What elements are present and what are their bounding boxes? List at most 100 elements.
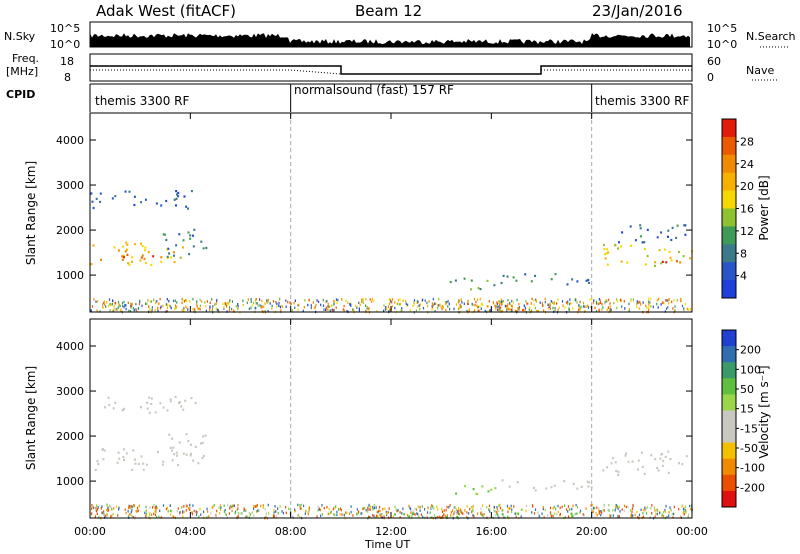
backscatter-pixel <box>665 504 667 508</box>
backscatter-pixel <box>386 512 388 515</box>
backscatter-pixel <box>268 512 270 515</box>
backscatter-pixel <box>637 301 639 305</box>
backscatter-pixel <box>308 298 310 302</box>
freq-label-1: Freq. <box>12 52 40 65</box>
backscatter-pixel <box>179 511 181 514</box>
backscatter-pixel <box>211 506 213 509</box>
backscatter-pixel <box>498 305 500 308</box>
backscatter-pixel <box>154 309 156 312</box>
backscatter-pixel <box>229 299 231 303</box>
backscatter-pixel <box>534 274 536 277</box>
backscatter-pixel <box>292 515 294 518</box>
backscatter-pixel <box>365 304 367 307</box>
backscatter-pixel <box>466 505 468 508</box>
backscatter-pixel <box>640 451 643 454</box>
backscatter-pixel <box>646 506 648 509</box>
backscatter-pixel <box>572 504 574 508</box>
backscatter-pixel <box>166 506 168 510</box>
backscatter-pixel <box>224 512 226 515</box>
backscatter-pixel <box>596 506 598 509</box>
backscatter-pixel <box>413 299 416 302</box>
backscatter-pixel <box>446 514 448 517</box>
backscatter-pixel <box>483 513 485 516</box>
backscatter-pixel <box>370 505 372 508</box>
backscatter-pixel <box>673 299 675 302</box>
backscatter-pixel <box>579 300 581 304</box>
backscatter-pixel <box>559 506 561 510</box>
backscatter-pixel <box>232 504 234 507</box>
backscatter-pixel <box>392 515 394 519</box>
backscatter-pixel <box>642 515 645 519</box>
backscatter-pixel <box>674 305 676 308</box>
backscatter-pixel <box>401 307 403 310</box>
backscatter-pixel <box>160 305 162 309</box>
backscatter-pixel <box>670 509 672 512</box>
backscatter-pixel <box>399 511 401 514</box>
backscatter-pixel <box>326 299 328 303</box>
backscatter-pixel <box>458 506 460 510</box>
backscatter-pixel <box>439 303 441 306</box>
power-data <box>90 190 693 314</box>
backscatter-pixel <box>178 441 181 444</box>
backscatter-pixel <box>396 509 398 513</box>
backscatter-pixel <box>294 508 296 511</box>
backscatter-pixel <box>145 512 147 515</box>
backscatter-pixel <box>320 303 322 307</box>
backscatter-pixel <box>235 305 237 308</box>
backscatter-pixel <box>339 507 342 510</box>
backscatter-pixel <box>346 310 348 313</box>
backscatter-pixel <box>462 512 464 515</box>
backscatter-pixel <box>204 434 207 437</box>
backscatter-pixel <box>667 306 669 309</box>
backscatter-pixel <box>682 255 685 258</box>
backscatter-pixel <box>365 310 367 313</box>
backscatter-pixel <box>435 302 437 305</box>
backscatter-pixel <box>614 244 617 247</box>
backscatter-pixel <box>161 463 164 466</box>
backscatter-pixel <box>192 459 195 462</box>
backscatter-pixel <box>620 260 623 263</box>
backscatter-pixel <box>138 302 140 306</box>
backscatter-pixel <box>584 310 586 313</box>
backscatter-pixel <box>616 300 618 303</box>
backscatter-pixel <box>191 511 193 514</box>
backscatter-pixel <box>609 308 611 311</box>
backscatter-pixel <box>303 504 305 508</box>
backscatter-pixel <box>106 515 108 519</box>
backscatter-pixel <box>682 508 685 511</box>
backscatter-pixel <box>389 308 391 311</box>
colorbar-segment <box>722 426 736 444</box>
backscatter-pixel <box>606 466 609 469</box>
backscatter-pixel <box>187 308 189 311</box>
backscatter-pixel <box>162 504 165 507</box>
backscatter-pixel <box>114 401 117 404</box>
backscatter-pixel <box>525 509 527 513</box>
backscatter-pixel <box>603 247 606 251</box>
backscatter-pixel <box>472 507 474 510</box>
backscatter-pixel <box>190 190 193 193</box>
cpid-segment-label: normalsound (fast) 157 RF <box>294 83 454 97</box>
backscatter-pixel <box>372 514 374 517</box>
backscatter-pixel <box>537 310 540 313</box>
backscatter-pixel <box>664 508 666 512</box>
backscatter-pixel <box>413 302 415 306</box>
backscatter-pixel <box>493 505 495 509</box>
backscatter-pixel <box>262 305 264 308</box>
backscatter-pixel <box>192 307 194 311</box>
backscatter-pixel <box>445 508 447 512</box>
backscatter-pixel <box>231 509 233 513</box>
backscatter-pixel <box>501 513 504 516</box>
backscatter-pixel <box>636 302 638 306</box>
backscatter-pixel <box>242 303 244 307</box>
backscatter-pixel <box>209 305 211 308</box>
backscatter-pixel <box>276 302 278 306</box>
backscatter-pixel <box>143 257 146 261</box>
colorbar-segment <box>722 190 736 209</box>
backscatter-pixel <box>122 304 124 308</box>
backscatter-pixel <box>251 304 253 307</box>
backscatter-pixel <box>536 309 538 313</box>
backscatter-pixel <box>602 509 604 512</box>
backscatter-pixel <box>617 470 620 473</box>
backscatter-pixel <box>615 469 618 472</box>
backscatter-pixel <box>496 301 498 304</box>
